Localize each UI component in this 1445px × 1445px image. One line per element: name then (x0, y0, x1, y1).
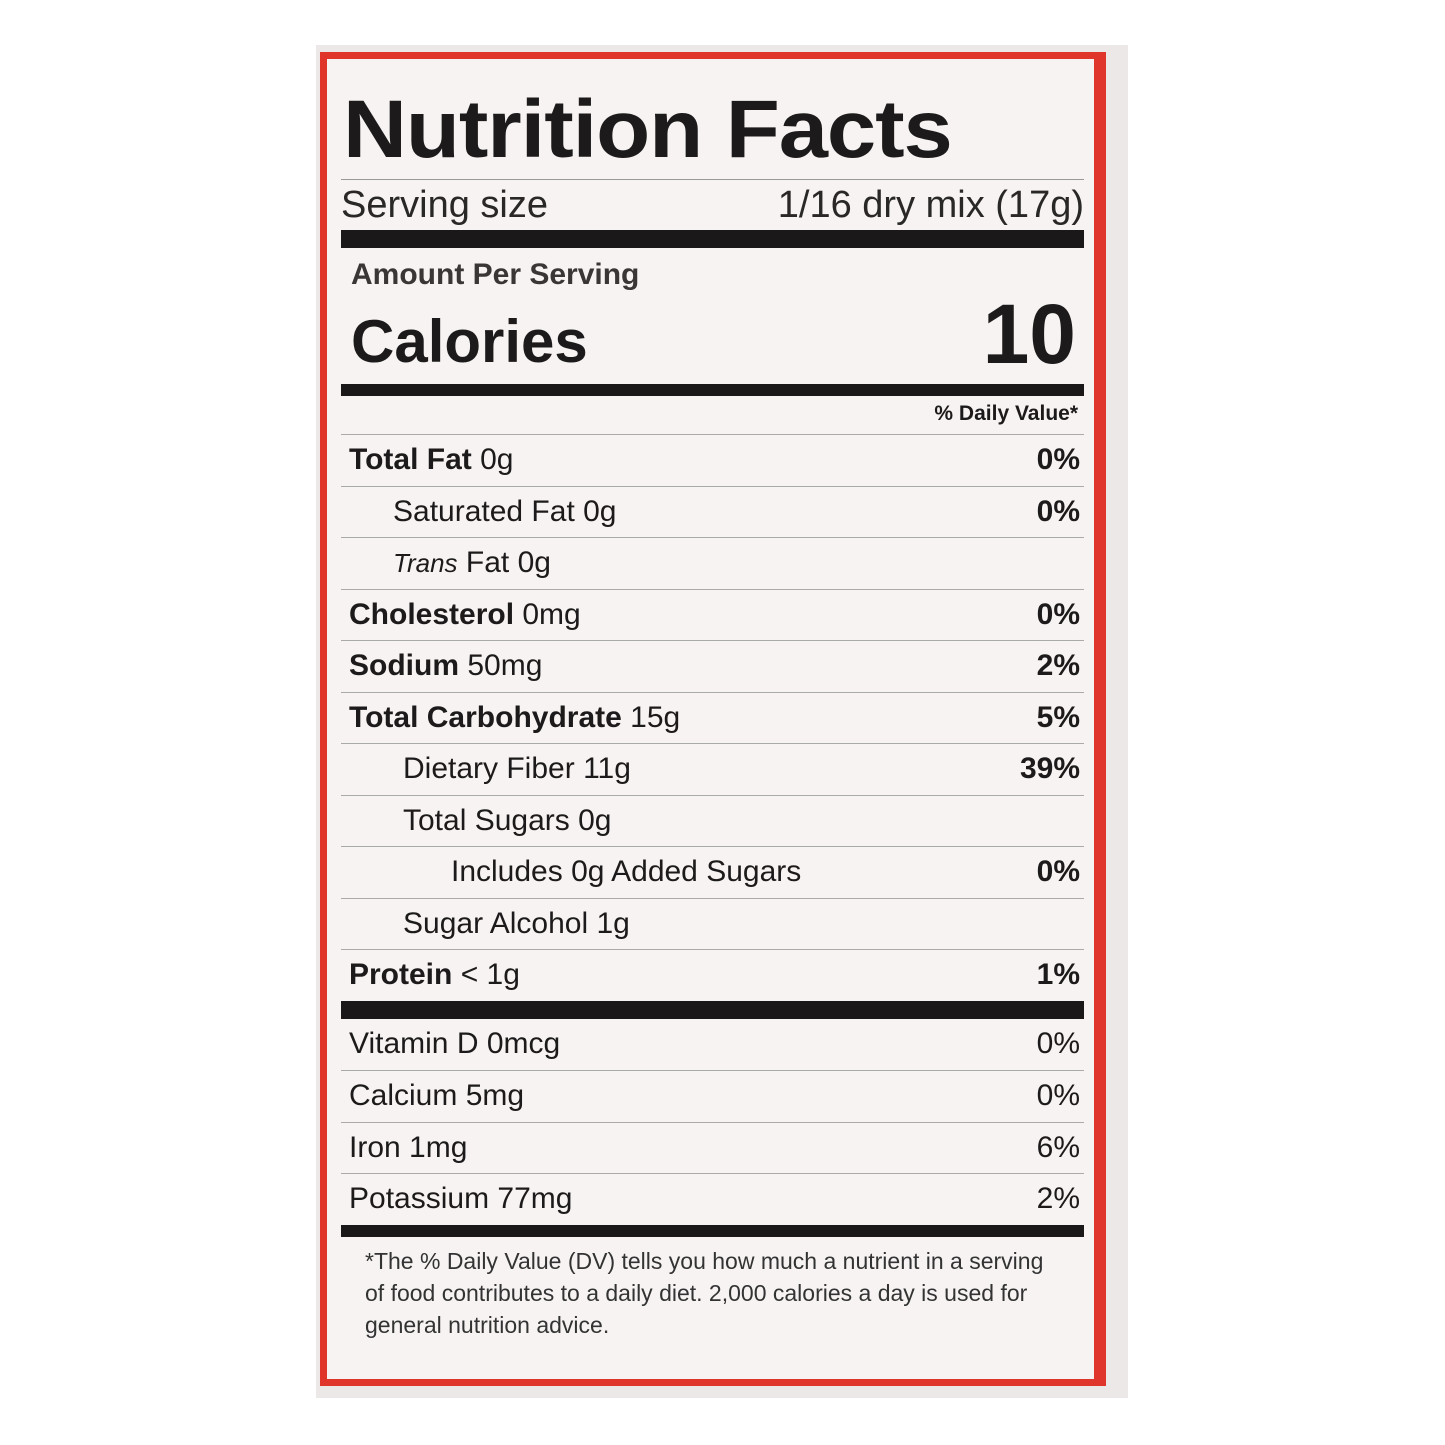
calories-label: Calories (351, 308, 588, 375)
divider (341, 179, 1084, 180)
thick-divider (341, 1224, 1084, 1237)
nutrient-row-added-sugars: Includes 0g Added Sugars 0% (341, 846, 1084, 898)
daily-value-header: % Daily Value* (934, 402, 1078, 425)
nutrition-label: Nutrition Facts Serving size 1/16 dry mi… (320, 52, 1106, 1386)
nutrient-row-trans-fat: Trans Fat 0g (341, 537, 1084, 589)
nutrient-row-protein: Protein < 1g 1% (341, 949, 1084, 1001)
nutrient-row-saturated-fat: Saturated Fat 0g 0% (341, 485, 1084, 538)
serving-size-row: Serving size 1/16 dry mix (17g) (341, 180, 1084, 230)
vitamin-row-vitamin-d: Vitamin D 0mcg 0% (349, 1027, 1080, 1061)
thick-divider (341, 230, 1084, 248)
label-title: Nutrition Facts (343, 84, 953, 175)
nutrient-row-sugar-alcohol: Sugar Alcohol 1g (341, 897, 1084, 950)
nutrient-row-total-fat: Total Fat 0g 0% (341, 434, 1084, 486)
thick-divider (341, 384, 1084, 396)
nutrient-row-dietary-fiber: Dietary Fiber 11g 39% (341, 743, 1084, 795)
nutrient-row-sodium: Sodium 50mg 2% (341, 640, 1084, 692)
vitamin-row-calcium: Calcium 5mg 0% (341, 1070, 1084, 1122)
vitamin-row-potassium: Potassium 77mg 2% (341, 1173, 1084, 1225)
thick-divider (341, 1000, 1084, 1019)
calories-row: Calories 10 (351, 292, 1076, 376)
nutrient-row-cholesterol: Cholesterol 0mg 0% (341, 588, 1084, 641)
calories-value: 10 (982, 287, 1076, 381)
daily-value-footnote: *The % Daily Value (DV) tells you how mu… (365, 1247, 1044, 1338)
amount-per-serving: Amount Per Serving (351, 258, 640, 291)
nutrient-row-total-sugars: Total Sugars 0g (341, 794, 1084, 847)
vitamin-row-iron: Iron 1mg 6% (341, 1121, 1084, 1174)
nutrient-row-total-carbohydrate: Total Carbohydrate 15g 5% (341, 691, 1084, 744)
serving-size-label: Serving size (341, 184, 548, 226)
serving-size-value: 1/16 dry mix (17g) (777, 184, 1084, 226)
